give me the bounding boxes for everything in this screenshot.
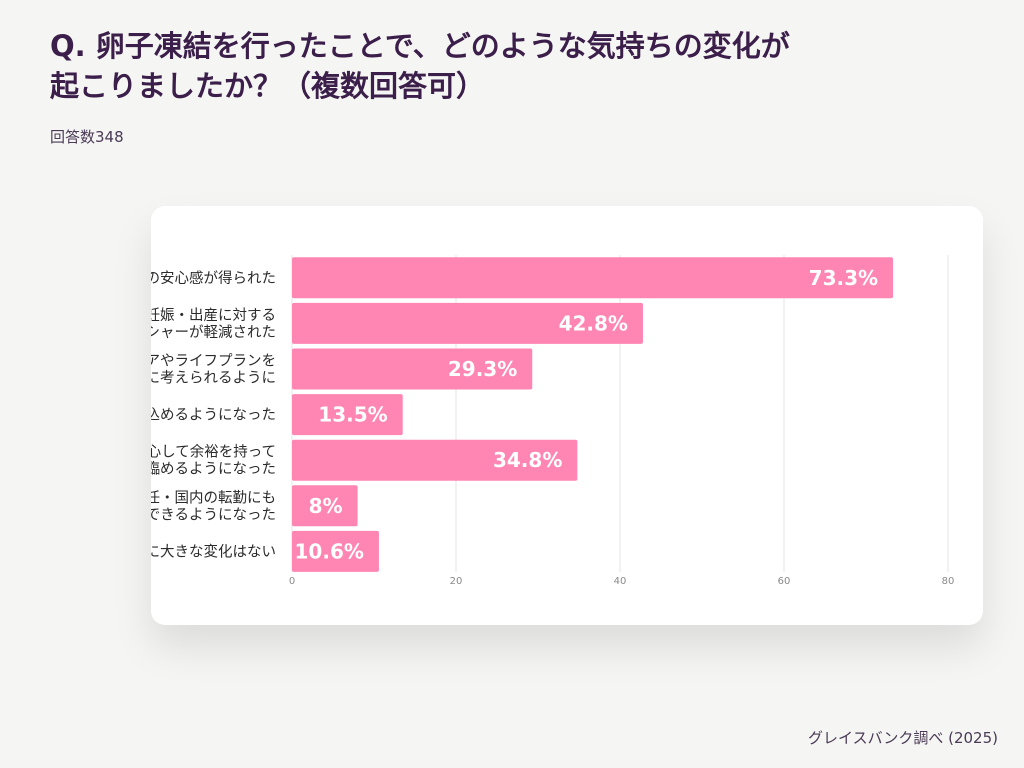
- bar-value-label: 8%: [309, 494, 343, 518]
- bar-value-label: 42.8%: [559, 311, 628, 335]
- chart-card: 73.3% 将来への安心感が得られた 42.8% 妊娠・出産に対するプレッシャーが軽減…: [151, 206, 983, 625]
- x-tick-label: 40: [614, 576, 627, 587]
- bar-value-label: 13.5%: [318, 403, 387, 427]
- category-label: チャレンジできるようになった: [151, 506, 276, 523]
- respondent-count: 回答数348: [50, 128, 124, 146]
- x-tick-label: 20: [450, 576, 463, 587]
- title-line-2: 起こりましたか？（複数回答可）: [50, 69, 486, 103]
- bar: [292, 530, 379, 572]
- x-tick-label: 80: [942, 576, 955, 587]
- category-label: 海外赴任・国内の転勤にも: [151, 489, 276, 506]
- category-label: 婚活に安心して余裕を持って: [151, 443, 276, 461]
- category-label: プレッシャーが軽減された: [151, 324, 276, 341]
- category-label: 仕事に打ち込めるようになった: [151, 407, 276, 424]
- title-line-1: Q. 卵子凍結を行ったことで、どのような気持ちの変化が: [50, 29, 790, 63]
- bar: [292, 394, 403, 436]
- category-label: 臨めるようになった: [151, 461, 276, 478]
- category-label: 妊娠・出産に対する: [151, 307, 276, 324]
- category-label: 特に大きな変化はない: [151, 543, 276, 560]
- bar-value-label: 34.8%: [493, 448, 562, 472]
- bar: [292, 257, 894, 299]
- page-title: Q. 卵子凍結を行ったことで、どのような気持ちの変化が 起こりましたか？（複数回…: [50, 26, 990, 106]
- bar: [292, 302, 643, 344]
- x-tick-label: 60: [778, 576, 791, 587]
- bar-value-label: 29.3%: [448, 357, 517, 381]
- source-credit: グレイスバンク調べ (2025): [808, 729, 998, 747]
- category-label: 前向きに考えられるように: [151, 370, 276, 387]
- category-label: 将来への安心感が得られた: [151, 270, 276, 287]
- bar-chart: 73.3% 将来への安心感が得られた 42.8% 妊娠・出産に対するプレッシャーが軽減…: [151, 255, 955, 587]
- bar: [292, 348, 533, 390]
- x-tick-label: 0: [289, 576, 295, 587]
- bar: [292, 439, 578, 481]
- bar-value-label: 73.3%: [809, 266, 878, 290]
- bar: [292, 485, 358, 527]
- bar-value-label: 10.6%: [295, 539, 364, 563]
- category-label: キャリアやライフプランを: [151, 353, 276, 370]
